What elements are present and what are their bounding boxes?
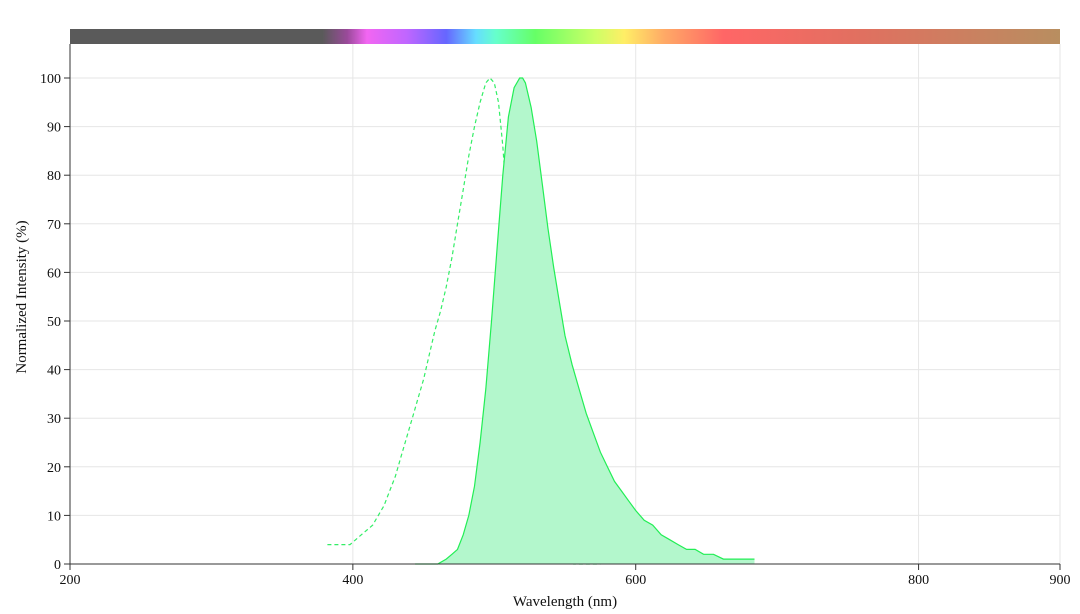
x-axis-title: Wavelength (nm) [513,594,617,610]
y-tick-label: 80 [47,169,61,184]
x-tick-label: 800 [908,573,929,588]
y-tick-label: 20 [47,461,61,476]
excitation-line [327,77,601,565]
x-tick-label: 900 [1050,573,1071,588]
y-tick-label: 10 [47,509,61,524]
y-tick-label: 90 [47,121,61,136]
y-tick-label: 100 [40,72,61,87]
emission-line [415,77,755,565]
x-tick-label: 200 [60,573,81,588]
y-tick-label: 0 [54,558,61,573]
axes: 0 10 20 30 40 50 60 70 80 90 100 200 400 600 800 900 [40,44,1071,588]
y-tick-label: 60 [47,266,61,281]
emission-area [415,78,755,564]
x-tick-label: 400 [342,573,363,588]
y-tick-label: 50 [47,315,61,330]
y-axis-title: Normalized Intensity (%) [14,220,30,373]
y-tick-label: 40 [47,364,61,379]
y-tick-label: 30 [47,412,61,427]
y-tick-label: 70 [47,218,61,233]
series-layer [327,77,755,565]
x-tick-label: 600 [625,573,646,588]
spectrum-color-bar [70,29,1060,44]
